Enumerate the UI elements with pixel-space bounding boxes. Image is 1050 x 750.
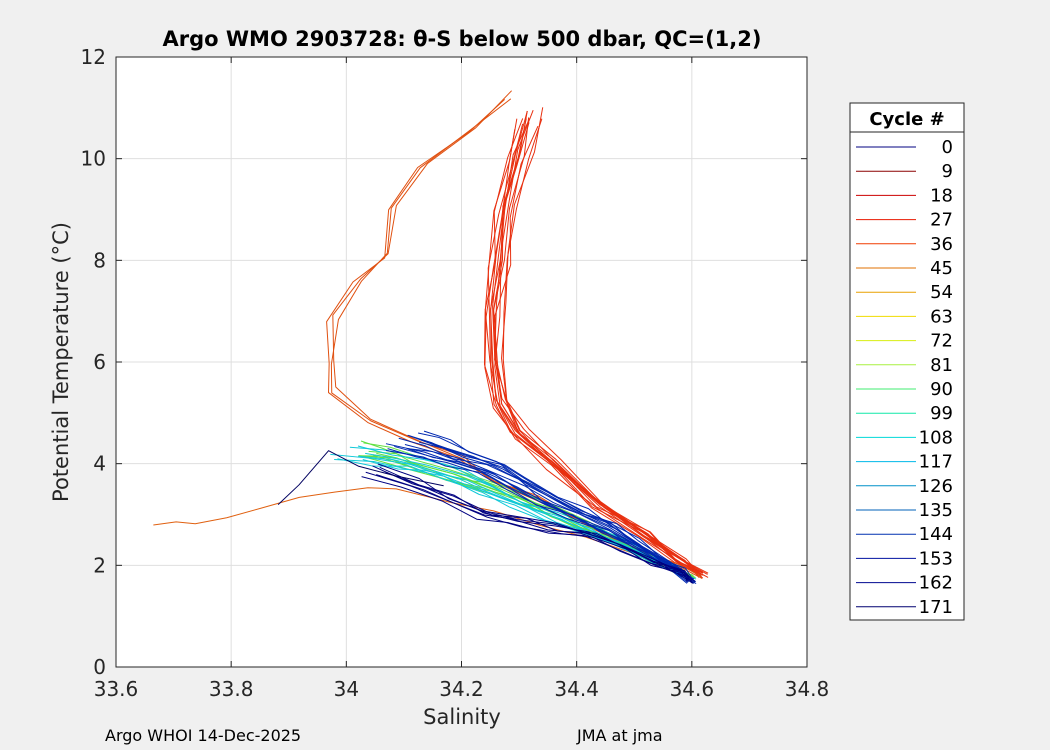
legend-entry-label: 9 [942,161,953,182]
legend-entry-label: 108 [919,427,953,448]
x-tick-label: 33.8 [209,677,254,701]
profile-line [492,110,704,574]
legend-entry-label: 18 [930,185,953,206]
legend-entry-label: 90 [930,379,953,400]
profile-line [385,471,694,584]
y-tick-label: 2 [93,553,106,577]
footer-source: JMA at jma [577,726,663,745]
series-group [385,430,697,585]
legend-entry-label: 117 [919,452,953,473]
x-tick-label: 34 [334,677,359,701]
footer-credit: Argo WHOI 14-Dec-2025 [105,726,302,745]
profile-line [404,444,694,582]
series-group [361,463,696,584]
legend-entry-label: 63 [930,306,953,327]
legend-entry-label: 171 [919,597,953,618]
legend-entry-label: 36 [930,234,953,255]
x-tick-label: 34.8 [785,677,830,701]
y-tick-label: 8 [93,248,106,272]
y-axis-label: Potential Temperature (°C) [49,222,73,502]
x-axis-label: Salinity [423,705,501,729]
legend-entry-label: 45 [930,258,953,279]
legend-entry-label: 0 [942,137,953,158]
legend-entry-label: 126 [919,476,953,497]
x-tick-label: 34.4 [554,677,599,701]
legend-entry-label: 153 [919,548,953,569]
x-tick-label: 34.6 [670,677,715,701]
x-tick-label: 33.6 [94,677,139,701]
profile-line [277,450,444,505]
legend-entry-label: 81 [930,355,953,376]
legend-entry-label: 54 [930,282,953,303]
profile-line [487,123,704,576]
chart-title: Argo WMO 2903728: θ-S below 500 dbar, QC… [163,27,762,51]
y-tick-label: 12 [81,45,106,69]
y-tick-label: 6 [93,350,106,374]
legend-entry-label: 99 [930,403,953,424]
y-tick-label: 4 [93,452,106,476]
y-tick-label: 10 [81,147,106,171]
profile-line [418,432,696,583]
legend-entry-label: 135 [919,500,953,521]
x-tick-label: 34.2 [439,677,484,701]
series-group [277,450,444,505]
profile-line [332,90,693,579]
legend-entry-label: 27 [930,210,953,231]
legend-entry-label: 144 [919,524,953,545]
legend-entry-label: 72 [930,331,953,352]
series-group [483,107,709,579]
profile-line [502,118,709,574]
profile-line [365,471,696,582]
legend: Cycle # 0 9 18 27 36 45 54 63 72 81 90 99 108 117 126 13… [849,102,965,621]
legend-title: Cycle # [869,109,944,130]
y-tick-label: 0 [93,655,106,679]
legend-entry-label: 162 [919,573,953,594]
profile-line [419,438,689,582]
profile-line [372,465,694,584]
